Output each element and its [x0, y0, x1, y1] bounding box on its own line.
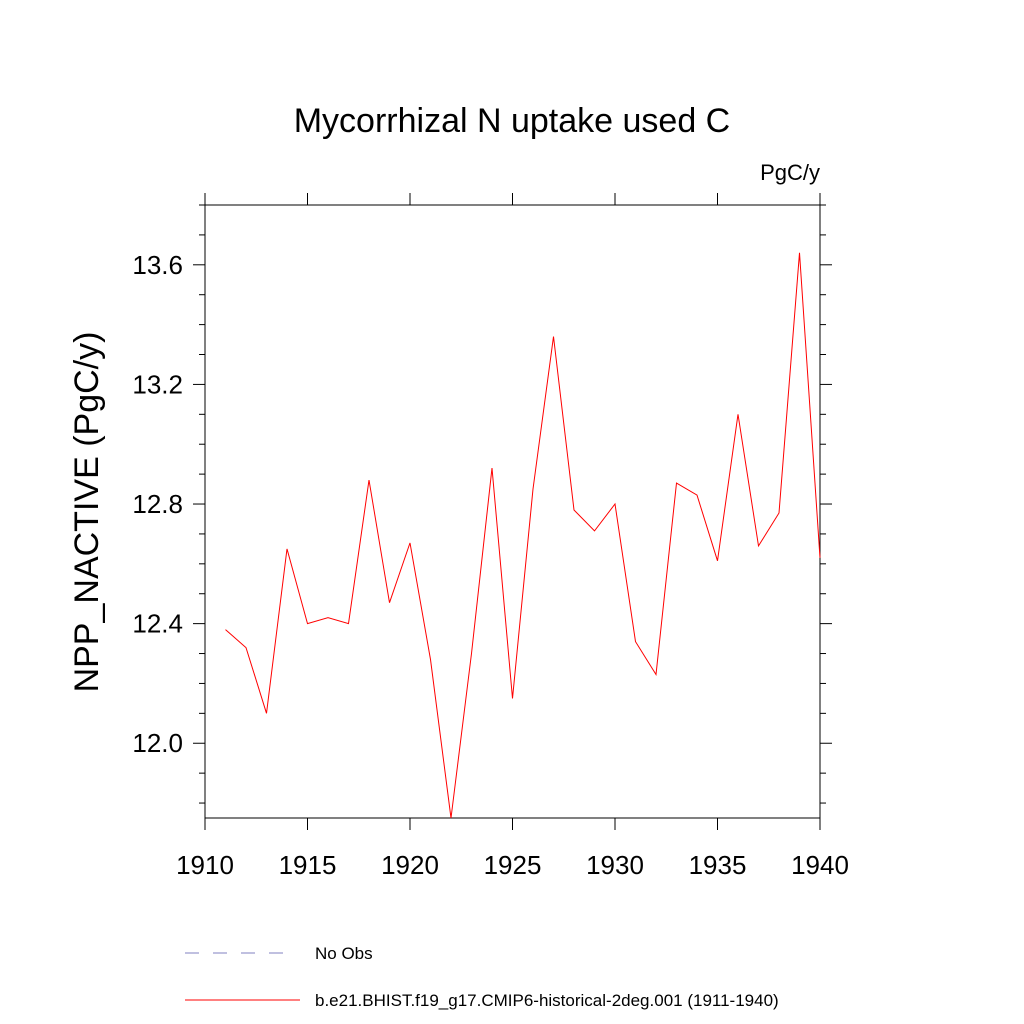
units-label: PgC/y [760, 160, 820, 185]
y-tick-label: 13.2 [132, 369, 183, 399]
x-tick-label: 1910 [176, 850, 234, 880]
y-tick-label: 12.0 [132, 728, 183, 758]
chart-title: Mycorrhizal N uptake used C [294, 102, 731, 140]
series-line [225, 252, 821, 819]
legend-label-model: b.e21.BHIST.f19_g17.CMIP6-historical-2de… [315, 991, 779, 1010]
y-tick-label: 12.8 [132, 489, 183, 519]
x-tick-label: 1920 [381, 850, 439, 880]
legend: No Obs b.e21.BHIST.f19_g17.CMIP6-histori… [185, 944, 779, 1010]
plot-axes: 12.0 12.4 12.8 13.2 13.6 1910 1915 1920 1925 1930… [132, 193, 849, 880]
legend-label-no-obs: No Obs [315, 944, 373, 963]
x-tick-label: 1925 [484, 850, 542, 880]
x-tick-label: 1940 [791, 850, 849, 880]
series-layer [225, 252, 821, 819]
plot-frame [204, 204, 821, 819]
x-tick-label: 1915 [279, 850, 337, 880]
y-tick-label: 13.6 [132, 250, 183, 280]
x-tick-label: 1930 [586, 850, 644, 880]
y-tick-label: 12.4 [132, 609, 183, 639]
x-tick-label: 1935 [689, 850, 747, 880]
y-axis-label: NPP_NACTIVE (PgC/y) [68, 332, 106, 693]
